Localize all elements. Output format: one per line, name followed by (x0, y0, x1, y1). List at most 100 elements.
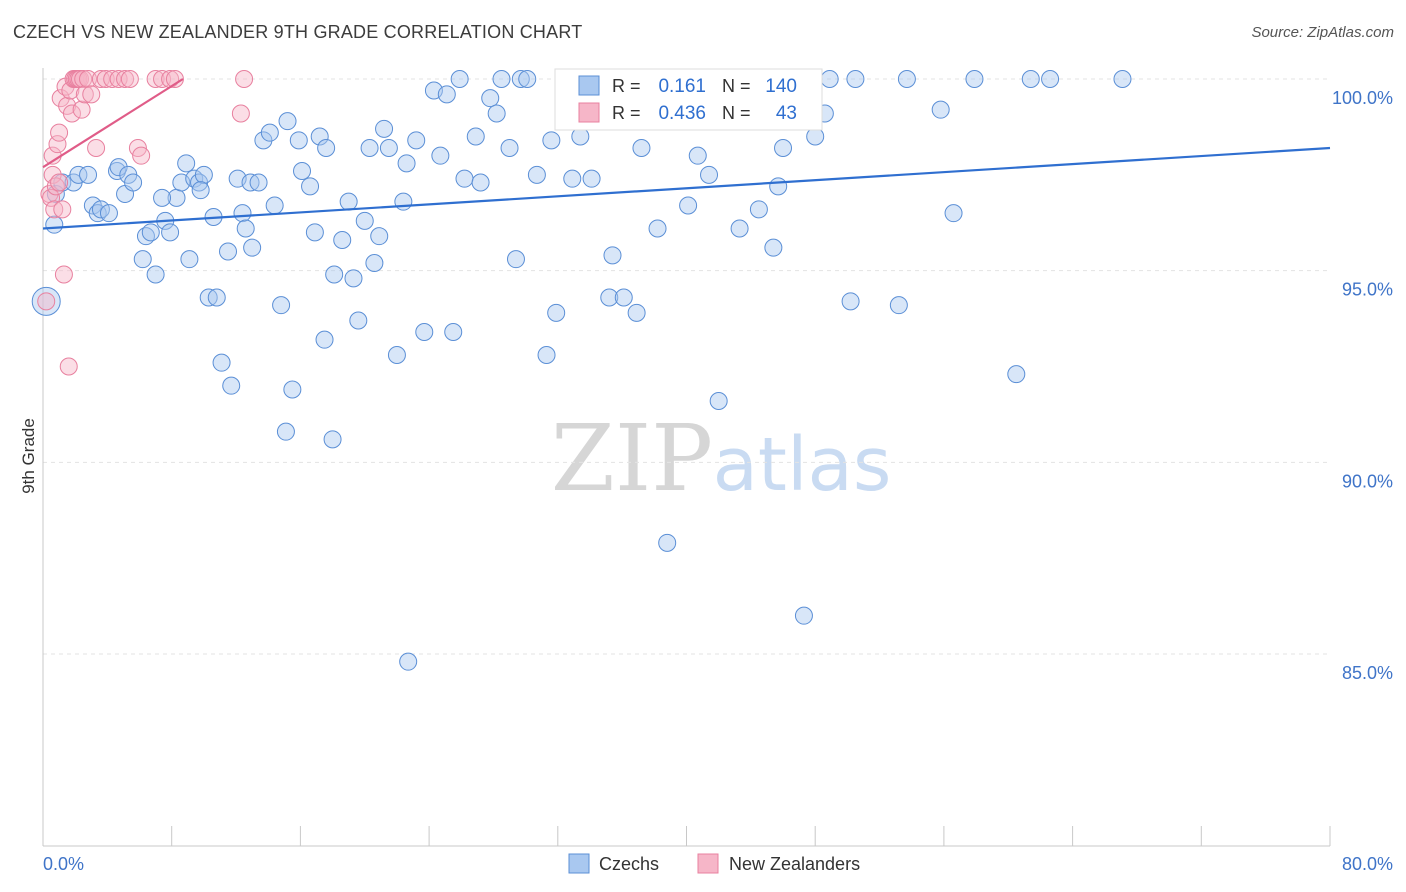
czechs-point (730, 219, 749, 238)
czechs-point (397, 154, 416, 173)
czechs-point (764, 238, 783, 257)
czechs-point (124, 173, 143, 192)
czechs-points (31, 70, 1132, 671)
legend-nz-swatch (697, 853, 719, 874)
new-zealanders-point (37, 292, 56, 311)
czechs-point (542, 131, 561, 150)
new-zealanders-point (79, 70, 98, 88)
czechs-point (305, 223, 324, 242)
czechs-point (399, 652, 418, 671)
czechs-point (133, 250, 152, 269)
czechs-point (571, 127, 590, 146)
new-zealanders-points (37, 70, 254, 376)
czechs-point (325, 265, 344, 284)
czechs-point (709, 392, 728, 410)
x-tick-label-max: 80.0% (1342, 854, 1393, 874)
czechs-point (394, 192, 413, 211)
new-zealanders-point (96, 70, 115, 88)
czechs-point (69, 165, 88, 184)
czechs-point (769, 177, 788, 196)
czechs-point (794, 606, 813, 625)
czechs-point (146, 265, 165, 284)
new-zealanders-point (72, 100, 91, 119)
new-zealanders-point (132, 146, 151, 165)
czechs-point (1113, 70, 1132, 88)
czechs-point (45, 215, 64, 234)
stats-nz-swatch (578, 102, 600, 123)
new-zealanders-point (146, 70, 165, 88)
czechs-point (387, 346, 406, 364)
czechs-point (437, 85, 456, 104)
czechs-point (614, 288, 633, 307)
czechs-point (315, 330, 334, 349)
czechs-point (931, 100, 950, 119)
new-zealanders-point (235, 70, 254, 88)
czechs-point (1007, 365, 1026, 384)
czechs-point (511, 70, 530, 88)
czechs-point (109, 158, 128, 177)
czechs-point (153, 188, 172, 207)
new-zealanders-point (87, 139, 106, 157)
czechs-point (317, 139, 336, 157)
czechs-point (658, 533, 677, 552)
czechs-point (820, 70, 839, 88)
new-zealanders-point (48, 135, 67, 154)
new-zealanders-point (43, 165, 62, 184)
legend-nz-label: New Zealanders (729, 854, 860, 874)
y-tick-labels: 85.0% 90.0% 95.0% 100.0% (1332, 88, 1393, 683)
czechs-point (537, 346, 556, 364)
czechs-point (492, 70, 511, 88)
y-tick-label: 100.0% (1332, 88, 1393, 108)
czechs-point (161, 223, 180, 242)
new-zealanders-trend-line (42, 78, 184, 169)
watermark-atlas: atlas (713, 422, 892, 508)
czechs-point (301, 177, 320, 196)
czechs-point (774, 139, 793, 157)
czechs-point (627, 303, 646, 322)
czechs-point (415, 323, 434, 341)
czechs-point (323, 430, 342, 449)
x-axis-ticks (42, 826, 1331, 846)
chart-title: CZECH VS NEW ZEALANDER 9TH GRADE CORRELA… (13, 22, 583, 42)
czechs-point (283, 380, 302, 399)
czechs-point (889, 296, 908, 315)
trend-lines (42, 78, 1331, 230)
czechs-point (310, 127, 329, 146)
czechs-point (265, 196, 284, 215)
czechs-point (679, 196, 698, 215)
czechs-point (254, 131, 273, 150)
czechs-point (603, 246, 622, 265)
czechs-point (518, 70, 537, 88)
czechs-point (370, 227, 389, 246)
czechs-point (407, 131, 426, 150)
czechs-point (360, 139, 379, 157)
czechs-point (846, 70, 865, 88)
y-tick-label: 90.0% (1342, 471, 1393, 491)
czechs-point (431, 146, 450, 165)
czechs-point (841, 292, 860, 311)
czechs-point (272, 296, 291, 315)
czechs-point (965, 70, 984, 88)
czechs-point (99, 204, 118, 223)
stats-czechs-n-value: 140 (765, 76, 797, 97)
czechs-point (365, 254, 384, 272)
stats-czechs-n-label: N = (722, 76, 751, 96)
new-zealanders-point (74, 70, 93, 88)
czechs-point (180, 250, 199, 269)
czechs-point (749, 200, 768, 219)
watermark-zip: ZIP (551, 405, 713, 512)
czechs-point (1021, 70, 1040, 88)
y-axis-label: 9th Grade (19, 418, 38, 494)
czechs-point (444, 323, 463, 341)
czechs-point (487, 104, 506, 123)
czechs-point (632, 139, 651, 157)
czechs-point (289, 131, 308, 150)
czechs-point (944, 204, 963, 223)
czechs-point (219, 242, 238, 261)
new-zealanders-point (51, 89, 70, 108)
czechs-point (455, 169, 474, 188)
new-zealanders-point (82, 85, 101, 104)
new-zealanders-point (54, 265, 73, 284)
czechs-point (582, 169, 601, 188)
